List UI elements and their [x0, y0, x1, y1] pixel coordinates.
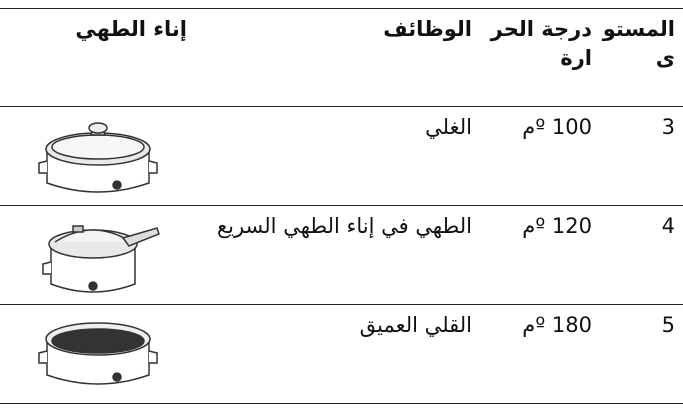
header-cell: إناء الطهي [0, 8, 195, 107]
cell: 120 ºم [480, 205, 600, 305]
cell: الطهي في إناء الطهي السريع [195, 205, 480, 305]
header-cell: المستوى [600, 8, 683, 107]
cell: القلي العميق [195, 304, 480, 404]
row: 3 100 ºم الغلي [0, 106, 683, 206]
header-row: المستوى درجة الحرارة الوظائف إناء الطهي [0, 8, 683, 107]
pot-cell [0, 205, 195, 305]
cell: 3 [600, 106, 683, 206]
cell: الغلي [195, 106, 480, 206]
open-pot-icon [37, 322, 158, 385]
header-cell: درجة الحرارة [480, 8, 600, 107]
pressure-cooker-icon [41, 225, 160, 293]
header-cell: الوظائف [195, 8, 480, 107]
row: 5 180 ºم القلي العميق [0, 304, 683, 404]
pot-lid-icon [37, 122, 158, 193]
cooking-table: المستوى درجة الحرارة الوظائف إناء الطهي … [0, 8, 683, 404]
row: 4 120 ºم الطهي في إناء الطهي السريع [0, 205, 683, 305]
cell: 180 ºم [480, 304, 600, 404]
cell: 4 [600, 205, 683, 305]
pot-cell [0, 304, 195, 404]
cell: 5 [600, 304, 683, 404]
cell: 100 ºم [480, 106, 600, 206]
pot-cell [0, 106, 195, 206]
